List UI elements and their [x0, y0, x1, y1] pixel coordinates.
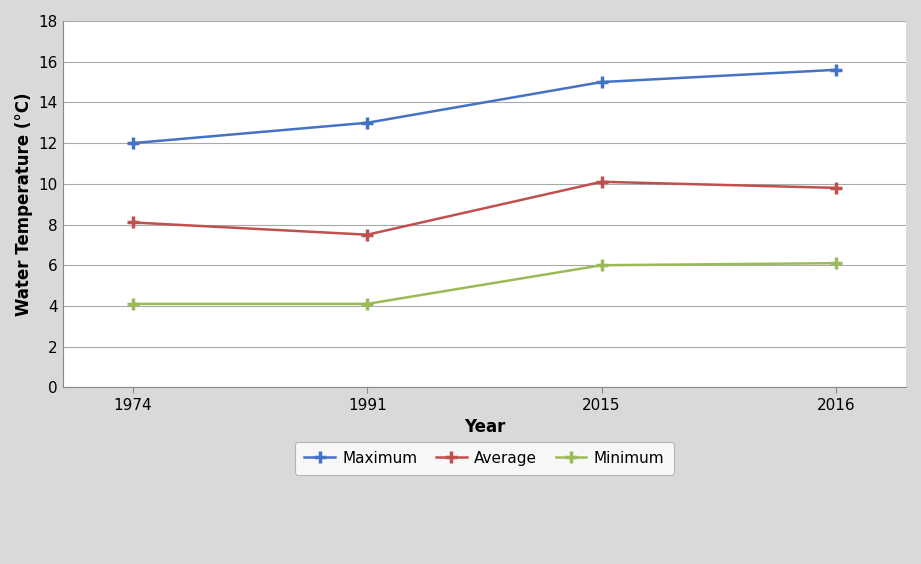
Maximum	[362, 120, 373, 126]
Maximum	[596, 78, 607, 85]
Minimum	[830, 260, 841, 267]
Average	[596, 178, 607, 185]
Maximum	[127, 140, 138, 147]
Maximum	[830, 67, 841, 73]
Minimum	[596, 262, 607, 268]
Average	[127, 219, 138, 226]
Line: Maximum: Maximum	[127, 64, 841, 149]
Line: Minimum: Minimum	[127, 258, 841, 310]
Minimum	[127, 301, 138, 307]
Minimum	[362, 301, 373, 307]
Y-axis label: Water Temperature (°C): Water Temperature (°C)	[15, 92, 33, 316]
Line: Average: Average	[127, 176, 841, 240]
Average	[362, 231, 373, 238]
Average	[830, 184, 841, 191]
X-axis label: Year: Year	[463, 418, 505, 437]
Legend: Maximum, Average, Minimum: Maximum, Average, Minimum	[296, 442, 673, 475]
